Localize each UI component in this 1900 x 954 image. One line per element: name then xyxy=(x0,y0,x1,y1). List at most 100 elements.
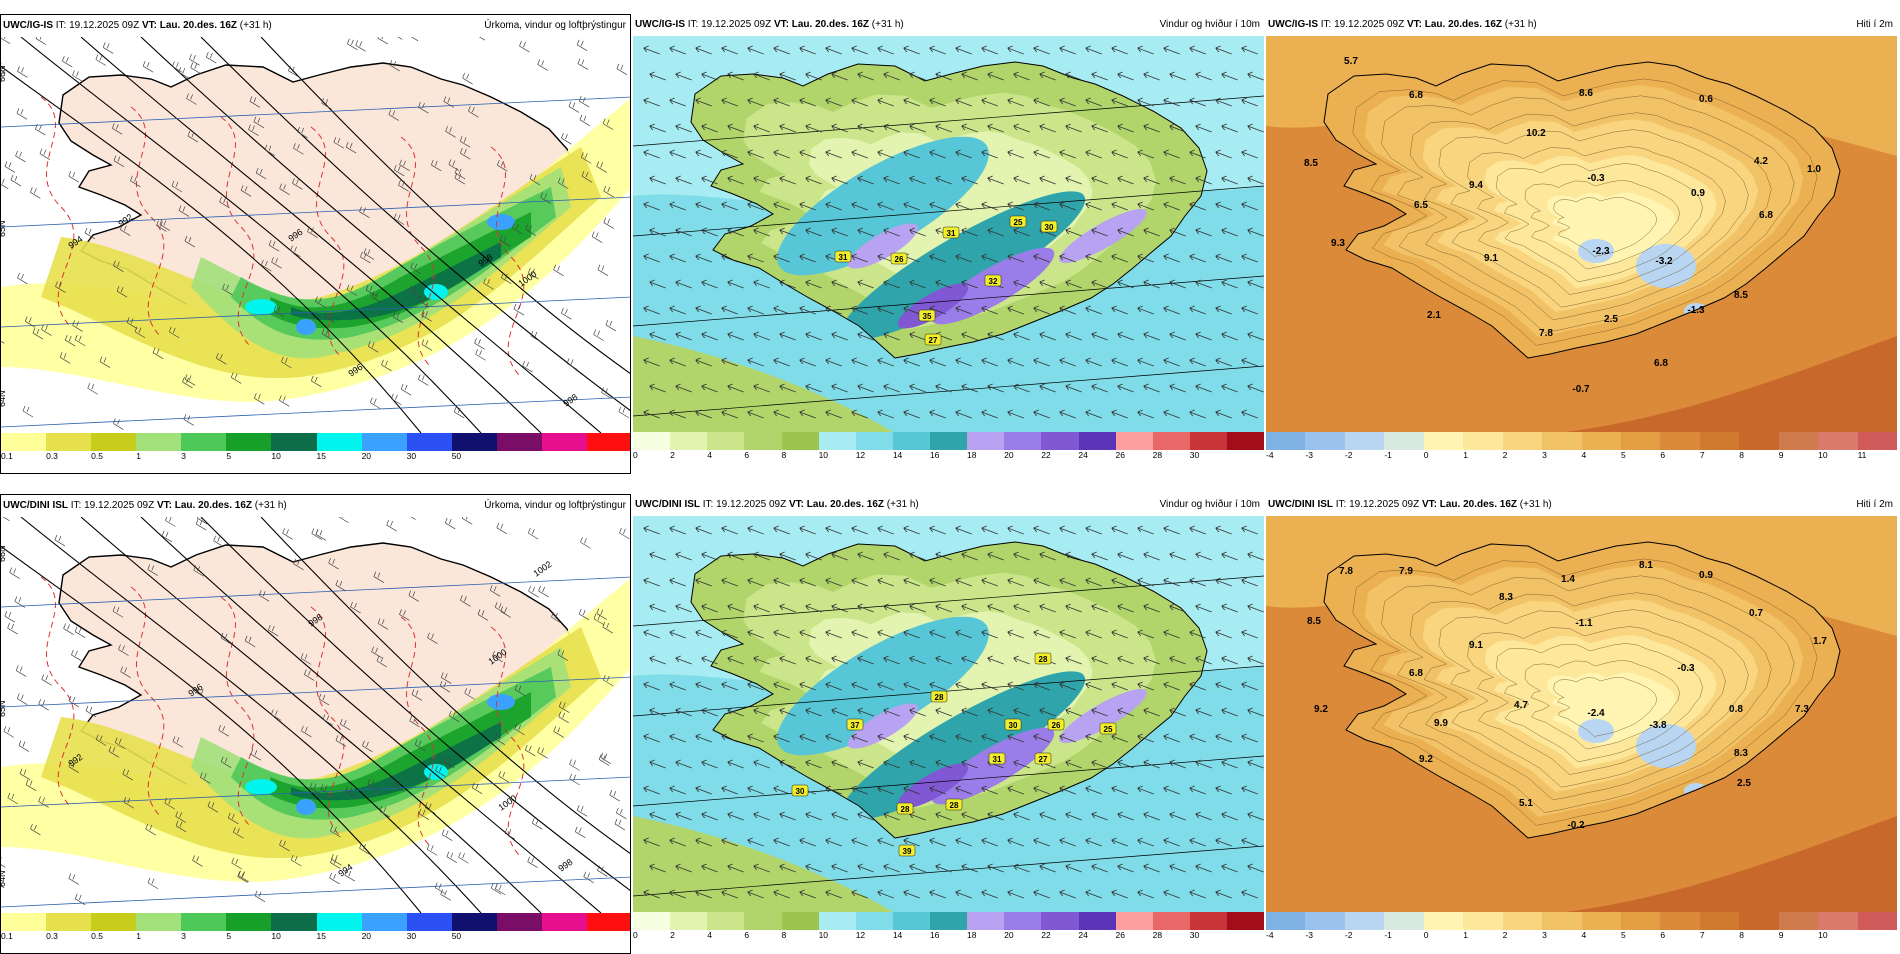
colorbar-swatch xyxy=(1502,432,1543,450)
wind-arrow xyxy=(753,655,770,665)
temperature-value: -2.3 xyxy=(1592,246,1610,257)
model-name: UWC/DINI ISL xyxy=(1268,499,1333,510)
wind-arrow xyxy=(909,759,926,769)
wind-arrow xyxy=(1039,123,1056,133)
wind-arrow xyxy=(1111,889,1128,899)
wind-arrow xyxy=(1065,551,1082,561)
wind-arrow xyxy=(1163,577,1180,587)
wind-barb xyxy=(249,96,261,108)
wind-arrow xyxy=(695,409,712,419)
forecast-panel-temp: UWC/IG-IS IT: 19.12.2025 09Z VT: Lau. 20… xyxy=(1266,14,1897,474)
colorbar-swatch xyxy=(1423,912,1464,930)
wind-arrow xyxy=(721,837,738,847)
colorbar-tick-label: 14 xyxy=(892,450,903,460)
wind-arrow xyxy=(1221,603,1238,613)
wind-arrow xyxy=(1033,97,1050,107)
forecast-panel-wind: UWC/DINI ISL IT: 19.12.2025 09Z VT: Lau.… xyxy=(633,494,1264,954)
isobar xyxy=(80,37,542,433)
colorbar-tick-label: 4 xyxy=(1581,450,1587,460)
wind-arrow xyxy=(961,759,978,769)
wind-arrow xyxy=(1059,889,1076,899)
wind-arrow xyxy=(903,525,920,535)
wind-arrow xyxy=(1111,45,1128,55)
wind-barb xyxy=(309,782,321,795)
colorbar-swatch xyxy=(930,432,968,450)
colorbar-swatch xyxy=(226,433,272,451)
wind-arrow xyxy=(1215,525,1232,535)
precip-area xyxy=(231,667,556,820)
colorbar-tick-label: 2 xyxy=(1502,930,1508,940)
wind-barb xyxy=(411,37,419,42)
latitude-label: 65N xyxy=(1,700,7,717)
wind-arrow xyxy=(1033,201,1050,211)
wind-speed-zone xyxy=(897,763,969,809)
gust-label: 31 xyxy=(834,250,852,263)
wind-arrow xyxy=(675,759,692,769)
wind-arrow xyxy=(643,837,660,847)
wind-arrow xyxy=(1195,863,1212,873)
colorbar-tick-label: 3 xyxy=(181,931,187,941)
wind-barb xyxy=(271,257,282,269)
wind-arrow xyxy=(1007,97,1024,107)
wind-arrow xyxy=(1091,707,1108,717)
precip-core xyxy=(245,779,277,795)
wind-barb xyxy=(417,374,429,386)
colorbar-tick-label: 22 xyxy=(1041,930,1051,940)
colorbar-tick-label: 0.5 xyxy=(91,931,103,941)
wind-arrow xyxy=(1215,889,1232,899)
wind-barb xyxy=(468,106,479,118)
gust-label: 35 xyxy=(918,309,936,322)
wind-arrow xyxy=(1137,45,1154,55)
wind-arrow xyxy=(1065,227,1082,237)
temperature-value: 9.1 xyxy=(1484,253,1498,264)
wind-barb xyxy=(367,778,379,791)
wind-barb xyxy=(371,291,382,304)
colorbar-swatch xyxy=(541,433,588,451)
wind-arrow xyxy=(987,655,1004,665)
wind-barb xyxy=(222,283,233,296)
wind-barb xyxy=(171,180,183,193)
wind-barb xyxy=(114,737,126,749)
colorbar-swatch xyxy=(1581,432,1621,450)
wind-arrow xyxy=(1007,837,1024,847)
colorbar-tick-label: 26 xyxy=(1115,450,1125,460)
wind-arrow xyxy=(1111,837,1128,847)
svg-text:31: 31 xyxy=(947,229,956,238)
wind-arrow xyxy=(1085,837,1102,847)
wind-arrow xyxy=(1039,331,1056,341)
colorbar-tick-label: 20 xyxy=(361,931,372,941)
wind-arrow xyxy=(1137,149,1154,159)
colorbar-tick-label: 50 xyxy=(451,451,462,461)
temperature-contour xyxy=(130,106,165,338)
wind-arrow xyxy=(955,889,972,899)
wind-arrow xyxy=(799,733,816,743)
wind-barb xyxy=(113,260,124,272)
wind-arrow xyxy=(1247,551,1264,561)
wind-barb xyxy=(418,295,430,308)
wind-arrow xyxy=(883,123,900,133)
wind-arrow xyxy=(643,149,660,159)
wind-arrow xyxy=(1241,409,1258,419)
wind-arrow xyxy=(695,149,712,159)
wind-arrow xyxy=(747,837,764,847)
wind-barb xyxy=(551,611,562,624)
temperature-value: 8.5 xyxy=(1304,158,1318,169)
wind-arrow xyxy=(1013,603,1030,613)
wind-barb xyxy=(569,759,580,771)
wind-arrow xyxy=(799,409,816,419)
wind-arrow xyxy=(1189,409,1206,419)
wind-barb xyxy=(1,340,5,344)
wind-arrow xyxy=(805,175,822,185)
wind-arrow xyxy=(851,409,868,419)
temperature-value: -3.2 xyxy=(1655,256,1673,267)
wind-arrow xyxy=(955,97,972,107)
wind-barb xyxy=(522,360,533,373)
wind-arrow xyxy=(1215,409,1232,419)
wind-arrow xyxy=(727,383,744,393)
wind-speed-zone xyxy=(1059,688,1147,744)
wind-barb xyxy=(603,217,614,229)
wind-arrow xyxy=(727,175,744,185)
wind-arrow xyxy=(721,889,738,899)
graticule-line xyxy=(633,575,1264,627)
wind-arrow xyxy=(701,603,718,613)
